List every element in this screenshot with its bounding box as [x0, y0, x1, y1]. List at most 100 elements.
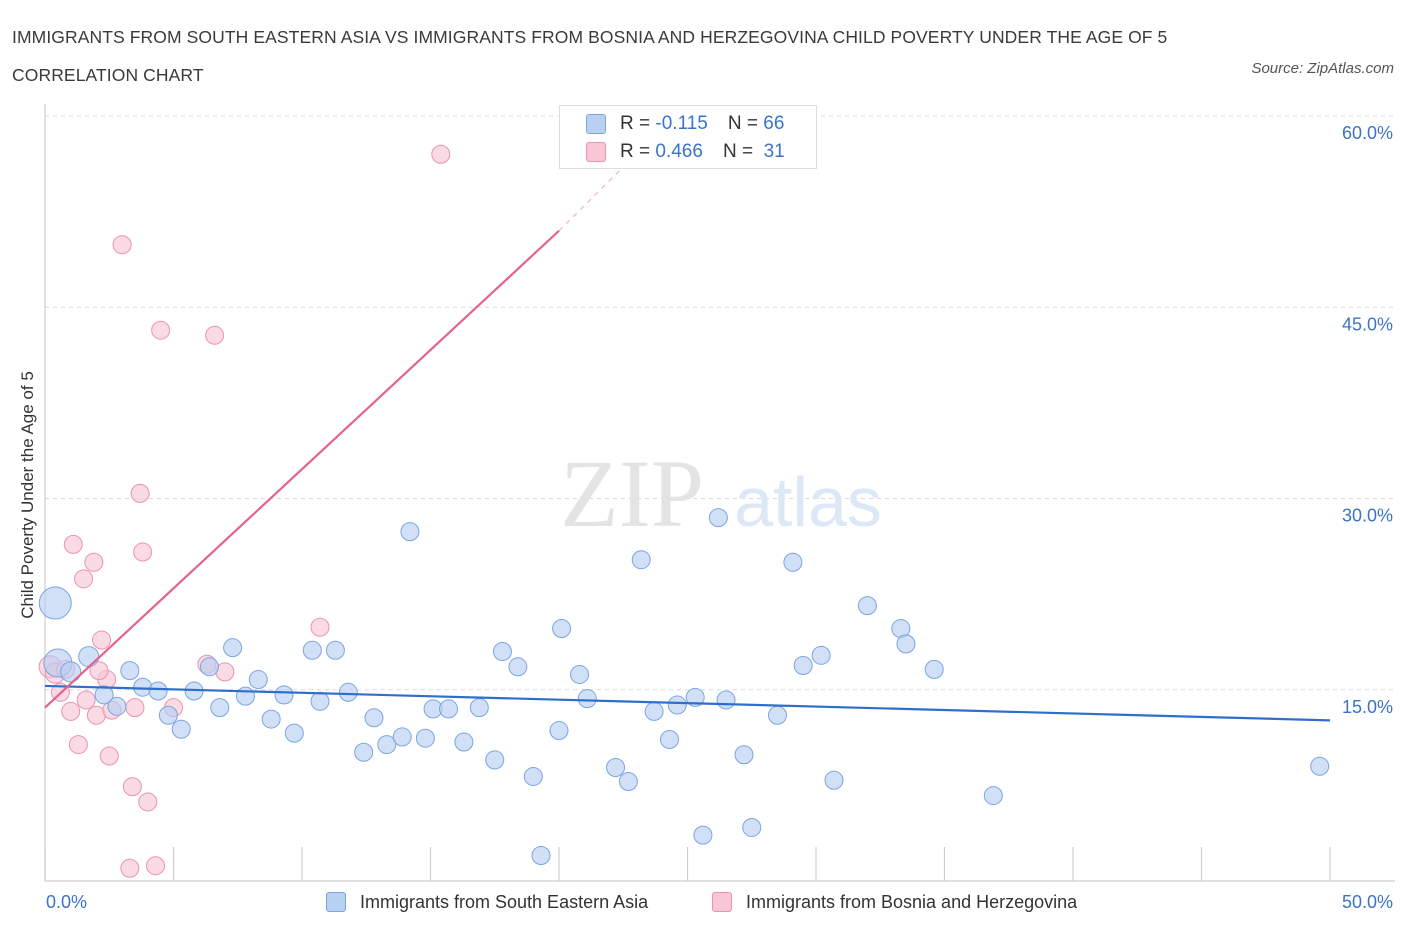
sea-point: [742, 817, 762, 837]
sea-point: [485, 750, 505, 770]
legend-swatch-pink: [712, 892, 732, 912]
sea-point: [158, 705, 178, 725]
bosnia-point: [112, 235, 132, 255]
legend-r-label: R =: [620, 141, 651, 162]
bosnia-point: [74, 569, 94, 589]
sea-point: [302, 640, 322, 660]
bosnia-point: [84, 552, 104, 572]
sea-point: [235, 686, 255, 706]
sea-point: [618, 772, 638, 792]
sea-point: [261, 709, 281, 729]
sea-point: [377, 735, 397, 755]
bosnia-point: [92, 630, 112, 650]
series-sea-points: [38, 508, 1330, 865]
bosnia-point: [99, 746, 119, 766]
sea-point: [392, 727, 412, 747]
legend-row-bosnia: R = 0.466 N = 31: [586, 139, 785, 165]
legend-swatch-pink: [586, 142, 606, 162]
legend-r-value: -0.115: [655, 113, 708, 134]
sea-point: [793, 656, 813, 676]
sea-point: [415, 728, 435, 748]
bosnia-point: [125, 698, 145, 718]
sea-point: [364, 708, 384, 728]
bosnia-trend-extension: [558, 169, 622, 232]
sea-point: [120, 661, 140, 681]
sea-point: [523, 766, 543, 786]
sea-point: [325, 640, 345, 660]
bosnia-point: [205, 325, 225, 345]
legend-n-value: 66: [763, 113, 785, 134]
sea-point: [94, 685, 114, 705]
legend-swatch-blue: [586, 114, 606, 134]
sea-trend-line: [44, 684, 1331, 722]
sea-point: [606, 758, 626, 778]
bosnia-point: [133, 542, 153, 562]
sea-point: [492, 642, 512, 661]
correlation-legend: R = -0.115 N = 66 R = 0.466 N = 31: [559, 105, 817, 169]
sea-point: [171, 719, 191, 739]
sea-point: [896, 634, 916, 654]
sea-point: [400, 522, 420, 542]
sea-point: [148, 681, 168, 701]
y-tick-label: 60.0%: [1342, 123, 1393, 143]
sea-point: [693, 825, 713, 845]
sea-point: [924, 659, 944, 679]
legend-row-sea: R = -0.115 N = 66: [586, 111, 784, 137]
sea-point: [508, 657, 528, 677]
bosnia-point: [68, 735, 88, 755]
sea-point: [354, 742, 374, 762]
bosnia-point: [130, 483, 150, 503]
sea-point: [811, 645, 831, 665]
watermark-atlas: atlas: [734, 463, 882, 541]
sea-point: [660, 729, 680, 749]
watermark: ZIP atlas: [560, 440, 882, 547]
sea-point: [549, 721, 569, 741]
legend-label-sea: Immigrants from South Eastern Asia: [360, 891, 649, 912]
bosnia-point: [61, 701, 81, 721]
chart-title: IMMIGRANTS FROM SOUTH EASTERN ASIA VS IM…: [12, 27, 1168, 85]
gridlines: [45, 115, 1395, 691]
sea-point: [577, 689, 597, 709]
sea-point: [438, 699, 458, 719]
sea-point: [708, 508, 728, 528]
bosnia-point: [310, 617, 330, 637]
sea-point: [570, 664, 590, 684]
trend-lines: [44, 169, 1331, 722]
sea-point: [469, 698, 489, 718]
bosnia-point: [138, 792, 158, 812]
legend-label-bosnia: Immigrants from Bosnia and Herzegovina: [746, 891, 1078, 912]
sea-point: [644, 701, 664, 721]
sea-point: [454, 732, 474, 752]
legend-n-label: N =: [727, 113, 758, 134]
legend-n-value: 31: [763, 141, 785, 162]
y-tick-label: 15.0%: [1342, 697, 1393, 717]
sea-point: [667, 695, 687, 715]
bosnia-point: [76, 690, 96, 710]
bosnia-point: [146, 856, 166, 876]
sea-point: [210, 698, 230, 718]
sea-point: [857, 596, 877, 616]
watermark-zip: ZIP: [560, 440, 704, 547]
legend-item-bosnia: Immigrants from Bosnia and Herzegovina: [712, 888, 1077, 916]
sea-point: [983, 786, 1003, 806]
legend-r-value: 0.466: [655, 141, 703, 162]
sea-point: [107, 696, 127, 716]
legend-r-label: R =: [620, 113, 651, 134]
bosnia-point: [63, 534, 83, 554]
bosnia-point: [431, 144, 451, 164]
sea-point: [1310, 756, 1330, 776]
y-tick-label: 45.0%: [1342, 314, 1393, 334]
sea-point: [223, 638, 243, 658]
sea-point: [552, 619, 572, 639]
bosnia-point: [120, 858, 140, 878]
bosnia-point: [122, 777, 142, 797]
y-axis-title: Child Poverty Under the Age of 5: [18, 371, 37, 619]
sea-point: [38, 586, 72, 620]
sea-point: [685, 687, 705, 707]
x-tick-label: 0.0%: [46, 892, 87, 912]
legend-n-label: N =: [722, 141, 754, 162]
sea-point: [338, 682, 358, 702]
sea-point: [824, 770, 844, 790]
sea-point: [734, 745, 754, 765]
